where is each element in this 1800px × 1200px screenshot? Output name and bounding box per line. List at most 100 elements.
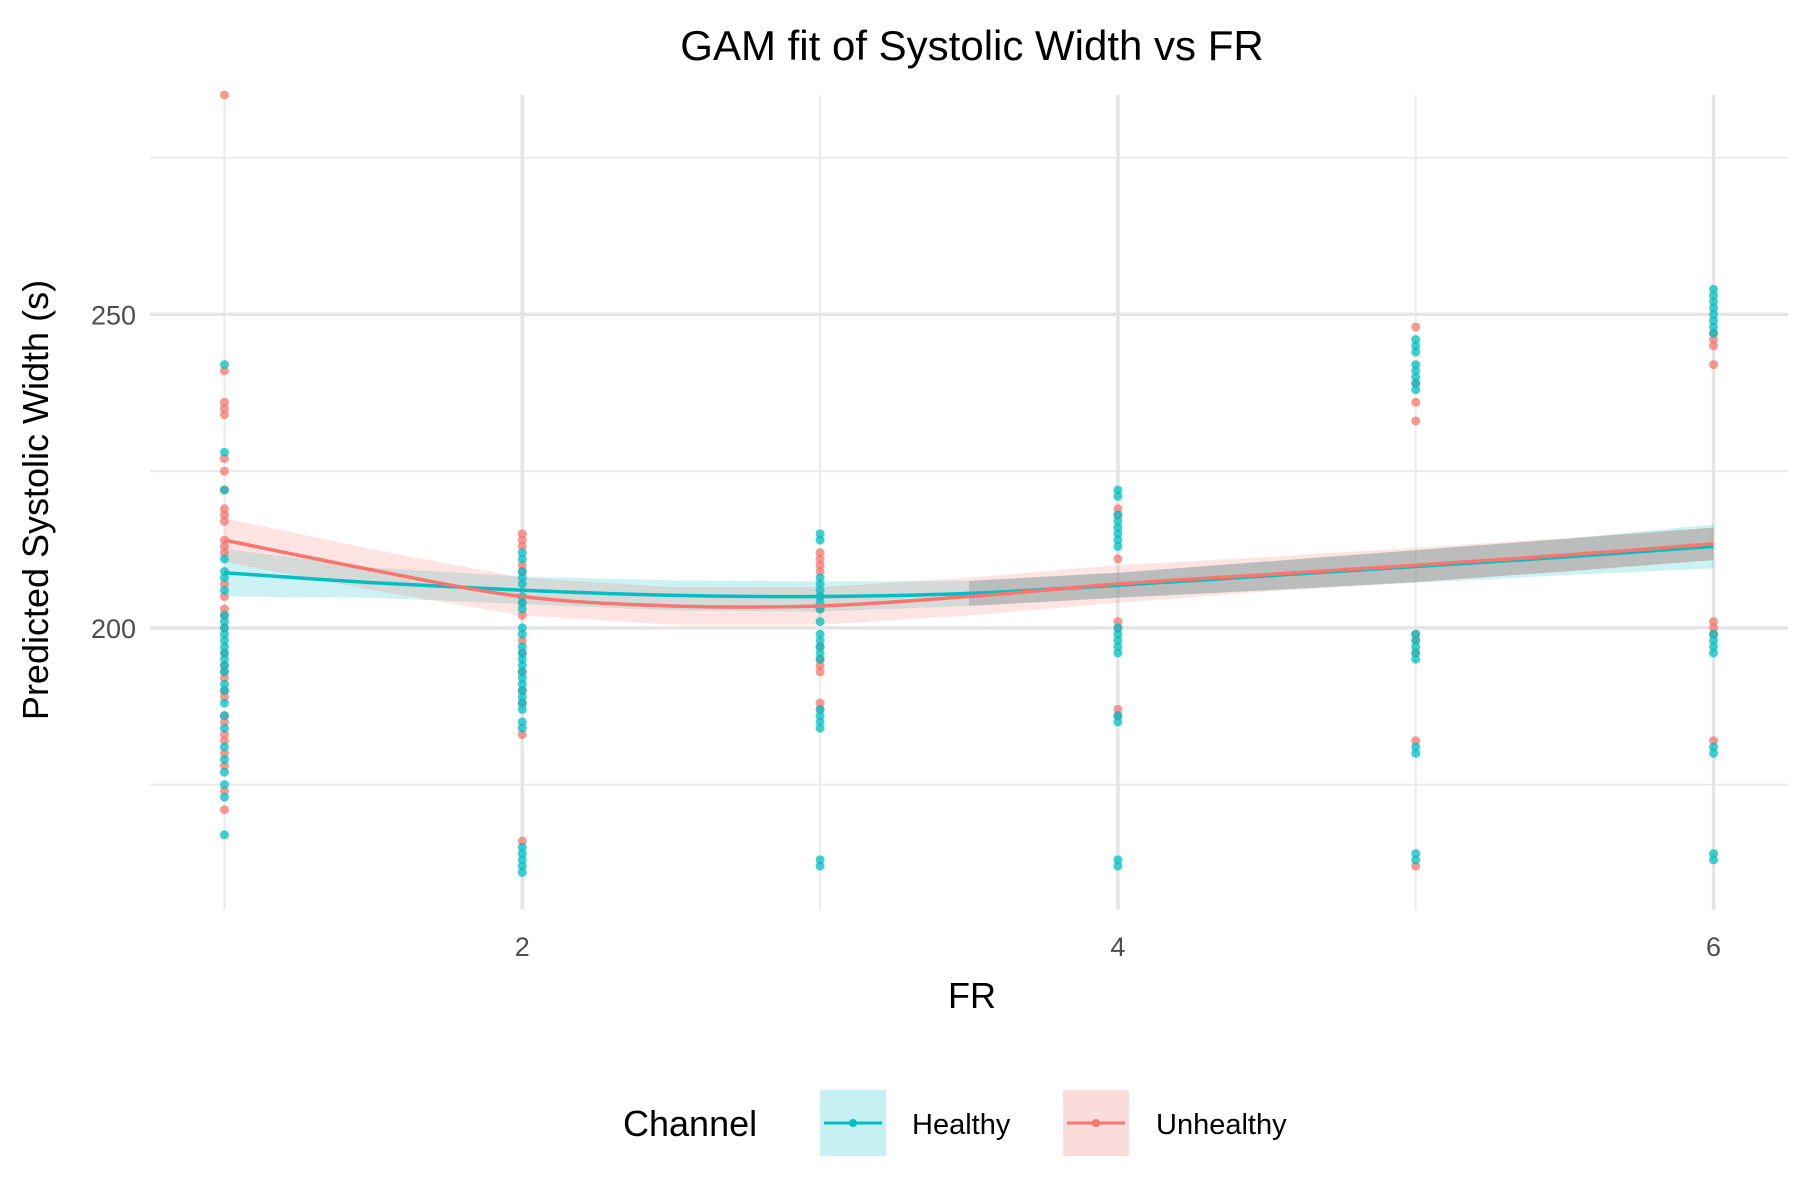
data-point-unhealthy [815, 554, 825, 564]
data-point-healthy [517, 717, 527, 727]
data-point-unhealthy [219, 366, 229, 376]
data-point-unhealthy [1709, 736, 1719, 746]
x-axis-title: FR [948, 975, 996, 1016]
data-point-healthy [1113, 516, 1123, 526]
data-point-unhealthy [219, 541, 229, 551]
data-point-healthy [815, 654, 825, 664]
data-point-unhealthy [1709, 341, 1719, 351]
legend-label-unhealthy: Unhealthy [1156, 1109, 1287, 1141]
data-point-unhealthy [517, 535, 527, 545]
data-point-healthy [219, 485, 229, 495]
data-point-healthy [1709, 322, 1719, 332]
data-point-healthy [1709, 284, 1719, 294]
data-point-healthy [517, 654, 527, 664]
data-point-unhealthy [1709, 335, 1719, 344]
data-point-healthy [517, 604, 527, 614]
data-point-healthy [815, 635, 825, 645]
data-point-healthy [1709, 855, 1719, 865]
data-point-unhealthy [1411, 397, 1421, 407]
x-tick-label: 2 [515, 932, 530, 962]
data-point-healthy [517, 642, 527, 652]
data-point-healthy [517, 849, 527, 859]
data-point-unhealthy [1411, 322, 1421, 332]
data-point-healthy [1709, 849, 1719, 859]
data-point-unhealthy [517, 541, 527, 551]
data-point-healthy [1411, 742, 1421, 752]
data-point-healthy [1411, 335, 1421, 344]
data-point-healthy [517, 704, 527, 714]
data-point-unhealthy [815, 548, 825, 558]
data-point-healthy [517, 667, 527, 677]
data-point-healthy [1411, 341, 1421, 351]
data-point-healthy [517, 661, 527, 670]
legend: Channel Healthy Unhealthy [623, 1090, 1287, 1156]
data-point-healthy [1709, 316, 1719, 326]
data-point-healthy [1411, 855, 1421, 865]
data-point-healthy [219, 623, 229, 633]
data-point-healthy [517, 867, 527, 877]
data-points [219, 90, 1719, 877]
data-point-unhealthy [219, 604, 229, 614]
data-point-unhealthy [219, 673, 229, 683]
data-point-healthy [219, 667, 229, 677]
data-point-healthy [815, 855, 825, 865]
data-point-unhealthy [1113, 504, 1123, 514]
data-point-healthy [1113, 711, 1123, 721]
data-point-unhealthy [815, 560, 825, 570]
y-axis-title: Predicted Systolic Width (s) [15, 280, 56, 720]
data-point-unhealthy [219, 397, 229, 407]
data-point-healthy [517, 573, 527, 583]
legend-label-healthy: Healthy [912, 1109, 1011, 1141]
data-point-healthy [1709, 291, 1719, 301]
data-point-unhealthy [219, 90, 229, 100]
data-point-healthy [219, 661, 229, 670]
data-point-unhealthy [219, 717, 229, 727]
data-point-unhealthy [219, 729, 229, 739]
data-point-unhealthy [219, 548, 229, 558]
data-point-healthy [1113, 642, 1123, 652]
data-point-unhealthy [219, 736, 229, 746]
data-point-unhealthy [517, 529, 527, 539]
data-point-unhealthy [815, 566, 825, 576]
data-point-healthy [1411, 642, 1421, 652]
data-point-healthy [219, 767, 229, 777]
data-point-healthy [815, 617, 825, 627]
data-point-healthy [1709, 303, 1719, 313]
data-point-healthy [815, 629, 825, 639]
data-point-unhealthy [219, 761, 229, 771]
data-point-unhealthy [219, 454, 229, 464]
data-point-healthy [219, 610, 229, 620]
fit-lines [224, 538, 1714, 609]
data-point-unhealthy [815, 661, 825, 670]
data-point-healthy [517, 679, 527, 689]
data-point-healthy [1411, 648, 1421, 658]
data-point-healthy [219, 554, 229, 564]
confidence-band-healthy [224, 524, 1714, 612]
data-point-healthy [219, 755, 229, 765]
legend-item-healthy: Healthy [820, 1090, 1011, 1156]
data-point-unhealthy [815, 667, 825, 677]
data-point-unhealthy [1709, 617, 1719, 627]
data-point-healthy [1113, 623, 1123, 633]
data-point-healthy [1411, 378, 1421, 388]
data-point-healthy [1411, 366, 1421, 376]
data-point-healthy [1411, 629, 1421, 639]
data-point-unhealthy [815, 698, 825, 708]
data-point-healthy [219, 792, 229, 802]
data-point-healthy [517, 566, 527, 576]
data-point-healthy [517, 855, 527, 865]
data-point-unhealthy [219, 504, 229, 514]
data-point-healthy [517, 554, 527, 564]
data-point-healthy [1709, 629, 1719, 639]
data-point-healthy [517, 692, 527, 702]
confidence-bands [224, 518, 1714, 625]
data-point-healthy [219, 830, 229, 840]
data-point-healthy [1709, 635, 1719, 645]
data-point-unhealthy [219, 786, 229, 796]
data-point-healthy [815, 723, 825, 733]
confidence-band-overlap [969, 527, 1714, 606]
data-point-unhealthy [219, 403, 229, 413]
y-tick-label: 250 [91, 300, 136, 330]
data-point-unhealthy [1411, 416, 1421, 426]
data-point-healthy [517, 579, 527, 589]
